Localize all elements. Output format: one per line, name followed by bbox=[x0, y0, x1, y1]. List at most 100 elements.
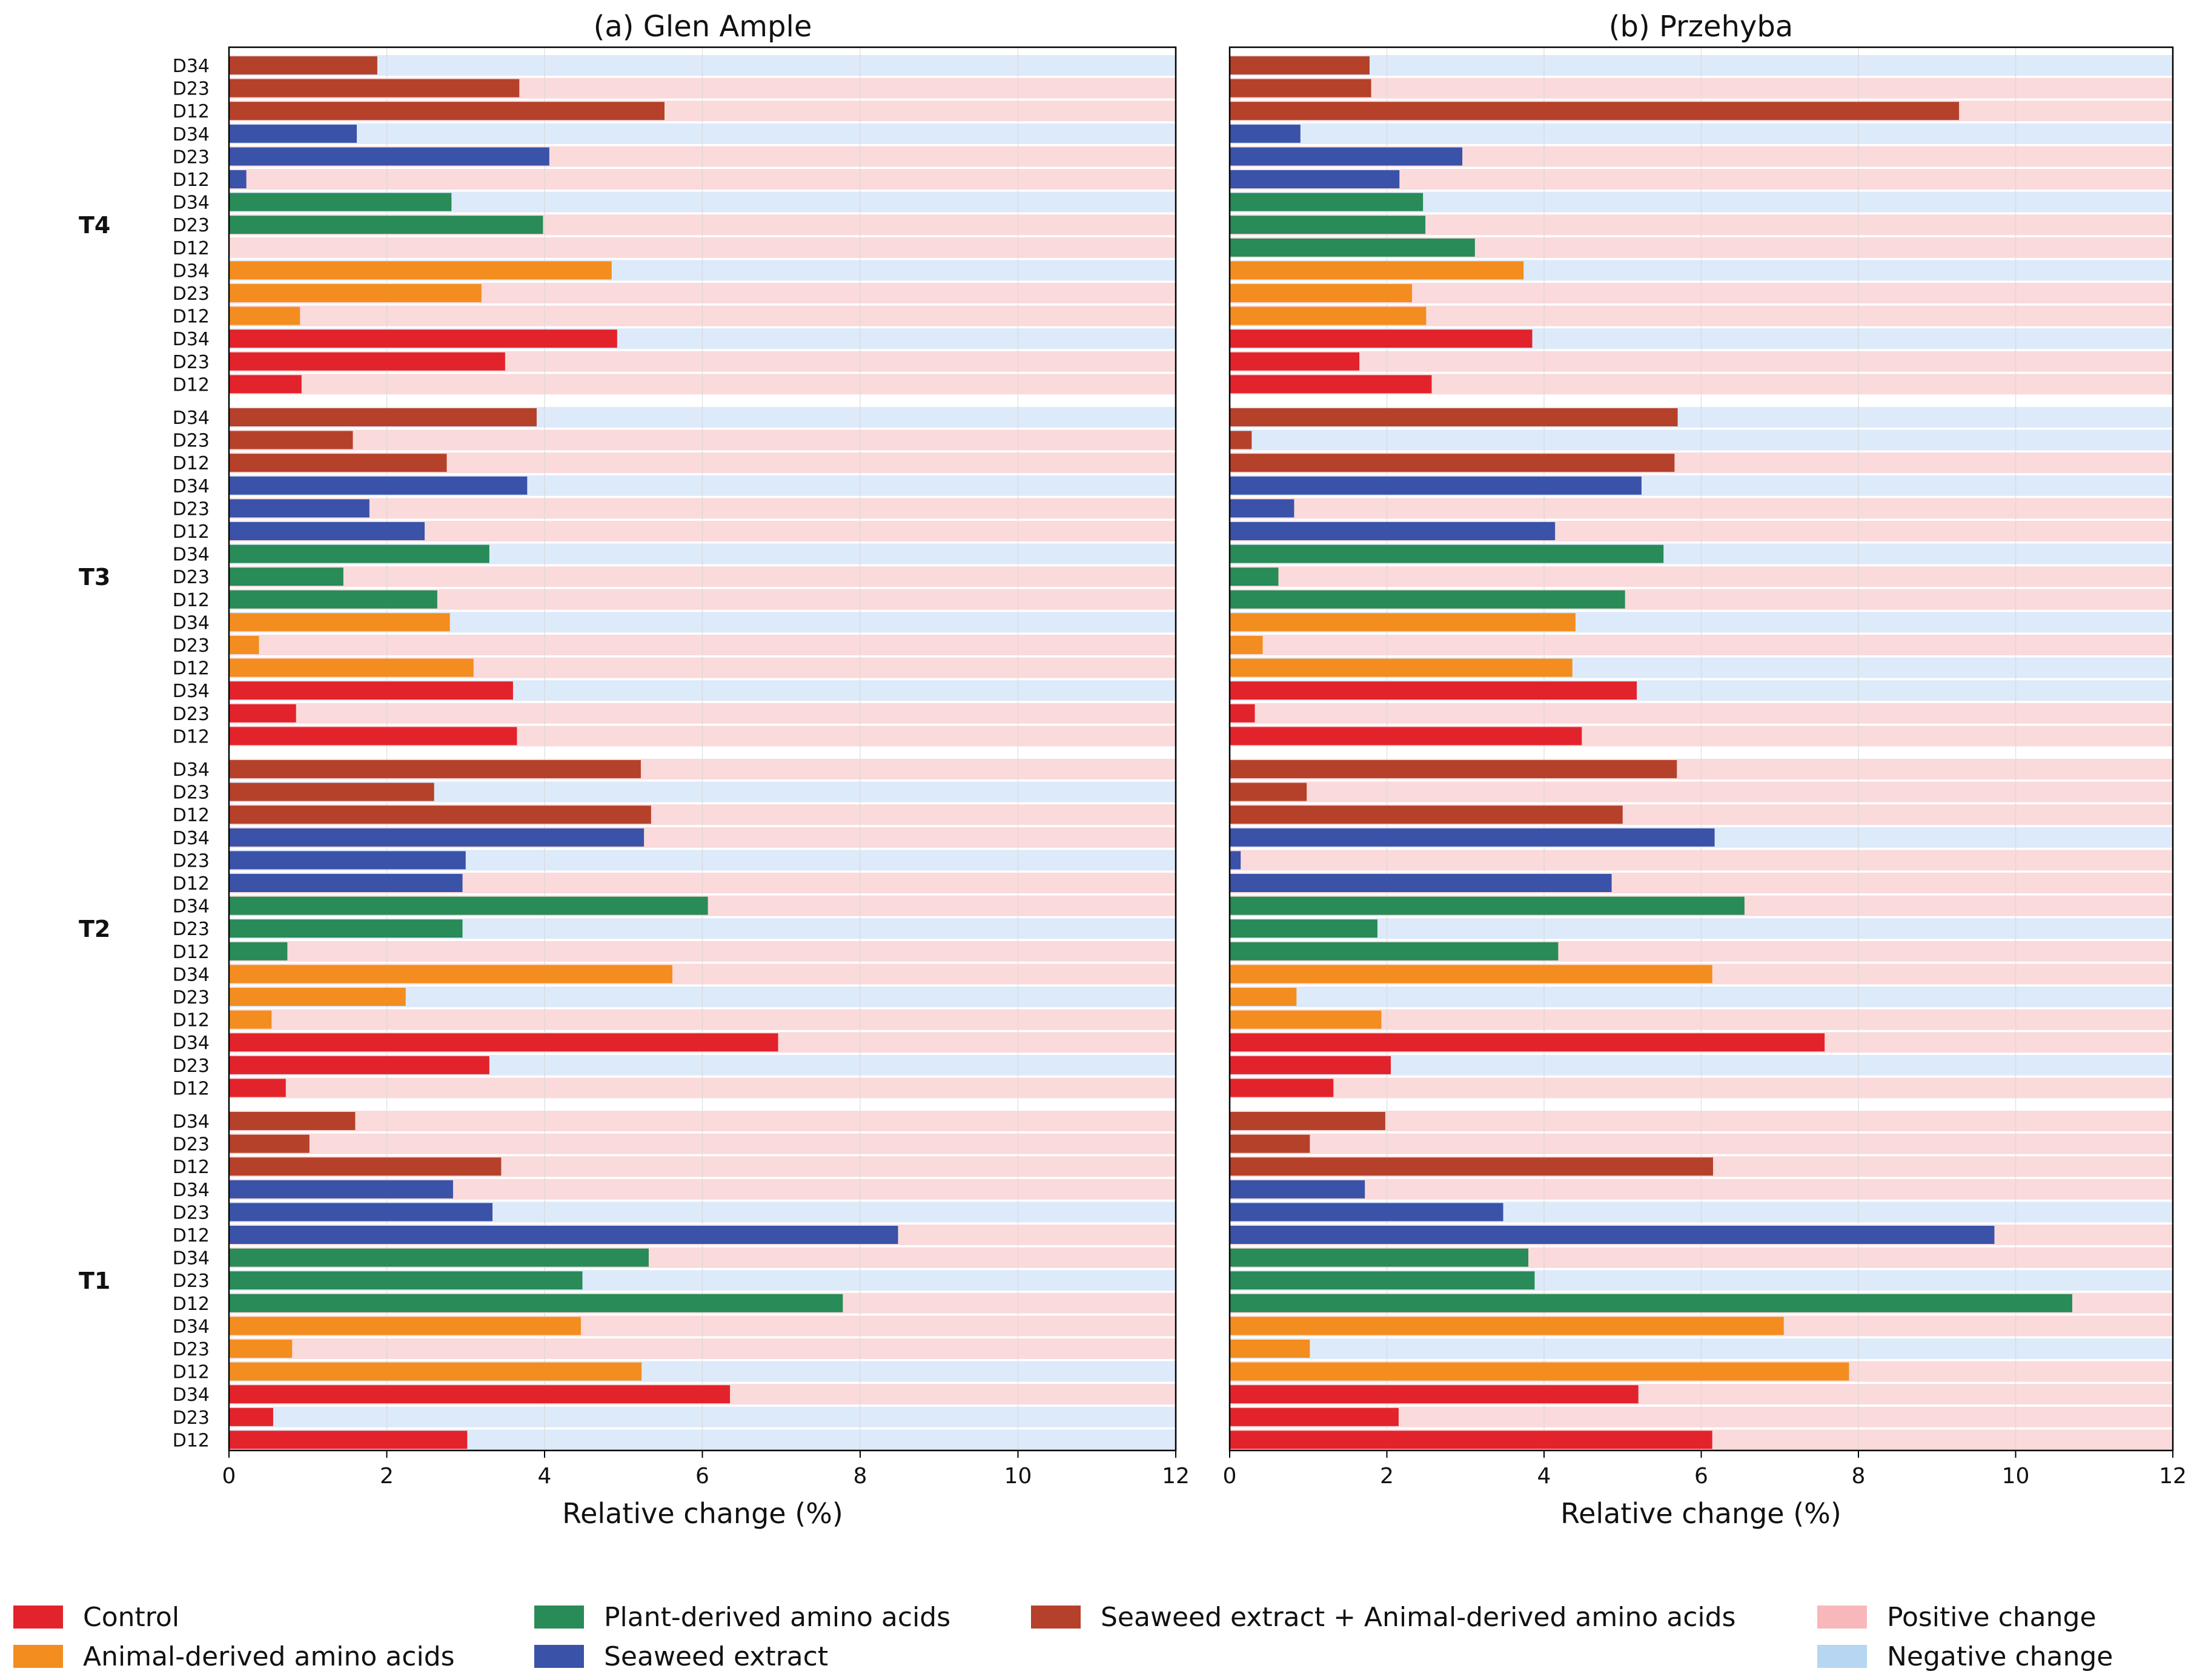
x-tick-label: 8 bbox=[1852, 1464, 1866, 1489]
bar bbox=[229, 216, 543, 234]
bar bbox=[229, 1271, 583, 1290]
bar bbox=[1230, 284, 1413, 302]
y-tick-label: D12 bbox=[173, 726, 210, 747]
bar bbox=[1230, 1271, 1535, 1290]
legend-item-seaweed: Seaweed extract bbox=[534, 1639, 828, 1673]
legend-swatch-seaweed-animal bbox=[1031, 1606, 1081, 1629]
bar bbox=[1230, 499, 1294, 518]
bar bbox=[229, 760, 641, 778]
bar bbox=[229, 590, 437, 609]
bar bbox=[1230, 590, 1625, 609]
legend-label-control: Control bbox=[83, 1601, 180, 1633]
x-tick-label: 6 bbox=[1694, 1464, 1708, 1489]
bar bbox=[1230, 988, 1297, 1006]
bar bbox=[1230, 1010, 1382, 1029]
y-tick-label: D23 bbox=[173, 782, 210, 804]
legend-item-control: Control bbox=[13, 1600, 179, 1634]
y-tick-label: D23 bbox=[173, 352, 210, 373]
y-tick-label: D12 bbox=[173, 658, 210, 680]
x-tick-label: 2 bbox=[380, 1464, 394, 1489]
legend-item-positive-change: Positive change bbox=[1817, 1600, 2097, 1634]
bar bbox=[1230, 782, 1307, 801]
legend-label-animal: Animal-derived amino acids bbox=[83, 1641, 455, 1672]
y-tick-label: D34 bbox=[173, 1384, 210, 1406]
y-tick-label: D34 bbox=[173, 896, 210, 918]
bar bbox=[229, 1340, 293, 1358]
y-tick-label: D34 bbox=[173, 612, 210, 633]
y-tick-label: D12 bbox=[173, 942, 210, 963]
x-ticks: 0 2 4 6 8 10 12 bbox=[222, 1450, 1190, 1489]
bar bbox=[229, 1157, 502, 1176]
bar bbox=[229, 965, 673, 984]
y-tick-label: D12 bbox=[173, 1294, 210, 1315]
bars bbox=[229, 56, 898, 1449]
panel-przehyba: (b) Przehyba Relative change (%) 0 2 4 6 8 10… bbox=[1223, 10, 2187, 1530]
bar bbox=[229, 805, 651, 824]
group-label: T4 bbox=[79, 212, 110, 239]
y-tick-label: D34 bbox=[173, 1316, 210, 1337]
y-tick-label: D23 bbox=[173, 1339, 210, 1360]
bar bbox=[1230, 613, 1576, 632]
y-tick-label: D12 bbox=[173, 805, 210, 826]
bar bbox=[1230, 636, 1263, 654]
y-tick-label: D12 bbox=[173, 101, 210, 122]
bar bbox=[1230, 261, 1524, 280]
bar bbox=[229, 851, 466, 870]
bar bbox=[1230, 1340, 1310, 1358]
y-tick-label: D34 bbox=[173, 329, 210, 350]
bar bbox=[1230, 919, 1377, 938]
bar bbox=[229, 476, 528, 495]
x-tick-label: 10 bbox=[1004, 1464, 1032, 1489]
y-tick-label: D23 bbox=[173, 79, 210, 100]
legend-label-seaweed-animal: Seaweed extract + Animal-derived amino a… bbox=[1101, 1601, 1736, 1633]
group-label: T2 bbox=[79, 916, 110, 942]
bar bbox=[229, 1056, 489, 1074]
bar bbox=[1230, 476, 1642, 495]
bar bbox=[1230, 1226, 1995, 1244]
bar bbox=[229, 1079, 286, 1097]
y-tick-label: D12 bbox=[173, 590, 210, 611]
legend-swatch-control bbox=[13, 1606, 63, 1629]
bar bbox=[229, 1317, 581, 1335]
y-tick-label: D23 bbox=[173, 147, 210, 168]
x-tick-label: 0 bbox=[1223, 1464, 1237, 1489]
bar bbox=[229, 1385, 731, 1404]
bar bbox=[229, 782, 434, 801]
bar bbox=[1230, 658, 1573, 677]
legend-item-plant: Plant-derived amino acids bbox=[534, 1600, 950, 1634]
x-tick-label: 8 bbox=[854, 1464, 867, 1489]
y-tick-label: D34 bbox=[173, 408, 210, 429]
bar bbox=[1230, 1033, 1825, 1052]
bar bbox=[1230, 102, 1960, 121]
y-tick-label: D34 bbox=[173, 193, 210, 214]
panel-b-xlabel: Relative change (%) bbox=[1560, 1497, 1841, 1530]
x-tick-label: 12 bbox=[1162, 1464, 1190, 1489]
x-tick-label: 4 bbox=[538, 1464, 552, 1489]
bar bbox=[1230, 567, 1279, 586]
bar bbox=[229, 567, 343, 586]
y-tick-label: D34 bbox=[173, 1111, 210, 1133]
bar bbox=[1230, 704, 1255, 723]
y-tick-label: D23 bbox=[173, 1202, 210, 1223]
bar bbox=[229, 431, 353, 449]
bar bbox=[1230, 1385, 1639, 1404]
bar bbox=[229, 499, 370, 518]
bar bbox=[1230, 522, 1556, 540]
y-tick-label: D12 bbox=[173, 873, 210, 895]
bar bbox=[229, 147, 549, 166]
bar bbox=[1230, 193, 1424, 211]
bar bbox=[1230, 329, 1533, 348]
bar bbox=[1230, 1079, 1334, 1097]
y-tick-label: D34 bbox=[173, 124, 210, 145]
y-tick-label: D34 bbox=[173, 1033, 210, 1054]
y-tick-label: D12 bbox=[173, 1010, 210, 1031]
bar bbox=[1230, 828, 1715, 847]
bar bbox=[1230, 1157, 1713, 1176]
bar bbox=[229, 454, 447, 472]
bar bbox=[229, 1180, 453, 1199]
legend-swatch-plant bbox=[534, 1606, 584, 1629]
plot-frame bbox=[228, 46, 1177, 1452]
y-tick-label: D23 bbox=[173, 1056, 210, 1077]
y-tick-label: D34 bbox=[173, 544, 210, 566]
